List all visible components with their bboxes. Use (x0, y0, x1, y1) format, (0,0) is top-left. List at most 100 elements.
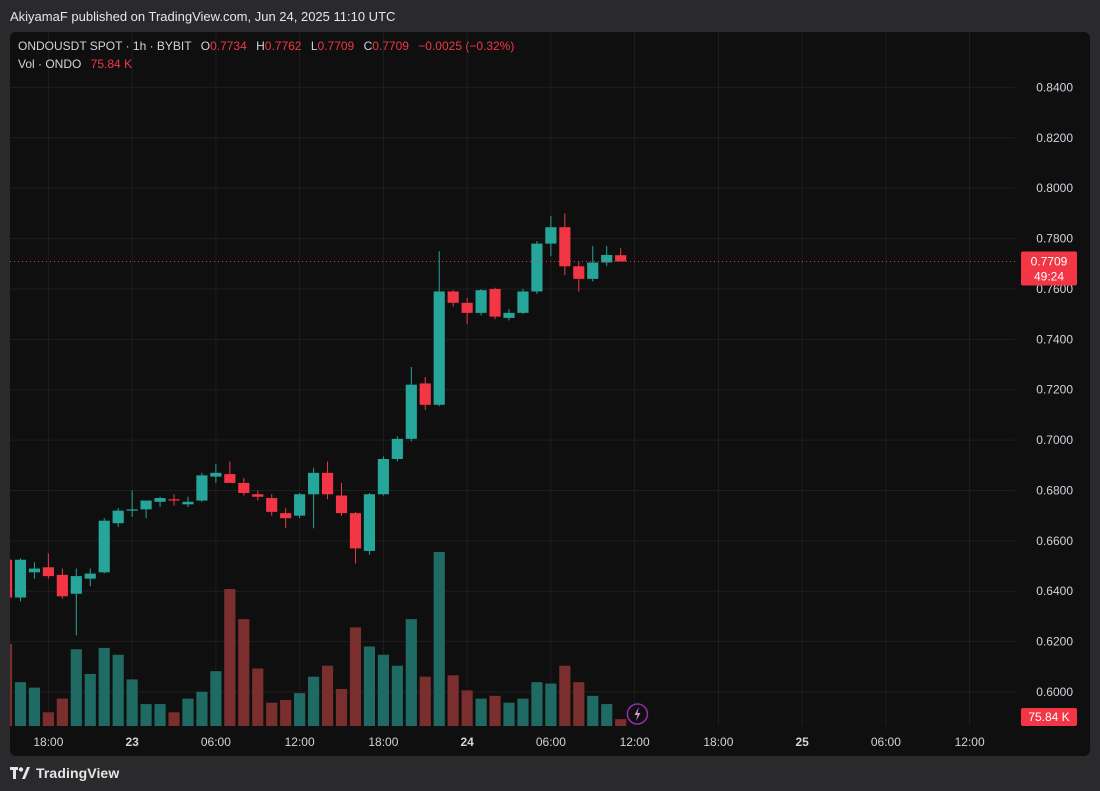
candle-body[interactable] (294, 494, 306, 516)
volume-bar (405, 619, 417, 726)
volume-value: 75.84 K (90, 57, 133, 71)
candle-body[interactable] (140, 500, 152, 510)
volume-bar (475, 698, 487, 726)
footer: TradingView (0, 756, 1100, 791)
y-axis-tick-label: 0.6600 (1036, 534, 1073, 548)
candle-body[interactable] (308, 472, 320, 495)
volume-bar (56, 698, 68, 726)
volume-bar (419, 676, 431, 726)
tradingview-brand: TradingView (36, 765, 120, 781)
candle-body[interactable] (433, 291, 445, 405)
volume-bar (14, 682, 27, 726)
candle-body[interactable] (587, 262, 599, 279)
y-axis-tick-label: 0.7400 (1036, 332, 1073, 346)
candle-body[interactable] (280, 513, 292, 519)
chart-frame[interactable]: 0.8400 0.8200 0.8000 0.7800 0.7600 0.7400 0.72… (10, 32, 1090, 756)
volume-bar (182, 698, 194, 726)
candle-body[interactable] (615, 255, 627, 262)
candle-body[interactable] (14, 559, 27, 598)
x-axis-tick-label: 25 (795, 735, 809, 749)
candle-body[interactable] (391, 438, 403, 459)
x-axis-tick-label: 12:00 (955, 735, 985, 749)
volume-bar (280, 699, 292, 726)
candle-body[interactable] (126, 509, 138, 511)
candle-body[interactable] (573, 266, 585, 279)
volume-bar (196, 691, 208, 726)
lightning-icon-glyph (634, 707, 641, 721)
symbol-label[interactable]: ONDOUSDT SPOT · 1h · BYBIT (18, 39, 192, 53)
candle-body[interactable] (70, 576, 82, 594)
candle-body[interactable] (28, 568, 41, 573)
volume-bar (587, 695, 599, 726)
volume-bar (210, 671, 222, 726)
candle-body[interactable] (182, 501, 194, 505)
volume-label[interactable]: Vol · ONDO (18, 57, 82, 71)
candle-body[interactable] (168, 499, 180, 501)
candle-body[interactable] (154, 498, 166, 502)
legend-volume-row: Vol · ONDO 75.84 K (18, 55, 514, 73)
candle-body[interactable] (210, 472, 222, 477)
candle-body[interactable] (545, 227, 557, 244)
candle-body[interactable] (10, 559, 13, 598)
candle-body[interactable] (112, 510, 124, 524)
tradingview-logo[interactable]: TradingView (10, 765, 119, 781)
candle-body[interactable] (196, 475, 208, 501)
candle-body[interactable] (252, 494, 264, 497)
candle-body[interactable] (447, 291, 459, 303)
candle-body[interactable] (266, 498, 278, 512)
candle-body[interactable] (517, 291, 529, 313)
candle-body[interactable] (42, 567, 54, 577)
current-price-tag-value: 0.7709 (1031, 254, 1068, 268)
candle-body[interactable] (503, 312, 515, 318)
y-axis-tick-label: 0.7000 (1036, 433, 1073, 447)
volume-bar (140, 704, 152, 726)
candle-body[interactable] (489, 288, 501, 317)
candle-body[interactable] (377, 458, 389, 495)
volume-bar (10, 643, 13, 726)
y-axis-tick-label: 0.6000 (1036, 685, 1073, 699)
candle-body[interactable] (335, 495, 348, 514)
volume-bar (545, 683, 557, 726)
y-axis-tick-label: 0.7200 (1036, 383, 1073, 397)
candle-body[interactable] (559, 227, 571, 267)
volume-bar (252, 668, 264, 726)
candle-body[interactable] (56, 574, 68, 597)
volume-bar (573, 682, 585, 726)
x-axis-tick-label: 06:00 (536, 735, 566, 749)
volume-bar (42, 712, 54, 726)
volume-bar (70, 649, 82, 726)
candle-body[interactable] (475, 290, 487, 313)
candle-body[interactable] (405, 384, 417, 439)
volume-tag (1021, 708, 1077, 726)
volume-bar (294, 693, 306, 726)
volume-bar (154, 704, 166, 726)
candle-body[interactable] (84, 573, 96, 579)
candle-body[interactable] (531, 243, 543, 292)
x-axis-tick-label: 12:00 (285, 735, 315, 749)
tradingview-logo-icon (10, 767, 30, 779)
volume-bar (503, 702, 515, 726)
candle-body[interactable] (419, 383, 431, 405)
volume-bar (98, 647, 110, 726)
open-value: 0.7734 (210, 39, 247, 53)
candle-body[interactable] (98, 520, 110, 573)
candle-body[interactable] (601, 254, 613, 263)
volume-bar (615, 719, 627, 726)
volume-bar (321, 665, 334, 726)
y-axis-tick-label: 0.8400 (1036, 80, 1073, 94)
candle-body[interactable] (461, 302, 473, 313)
candle-body[interactable] (321, 472, 334, 495)
candle-body[interactable] (224, 474, 236, 483)
candle-body[interactable] (238, 482, 250, 493)
volume-bar (224, 588, 236, 726)
candlestick-chart[interactable]: 0.84000.82000.80000.78000.76000.74000.72… (10, 32, 1090, 756)
volume-bar (363, 646, 376, 726)
candle-body[interactable] (349, 513, 362, 549)
x-axis-tick-label: 18:00 (703, 735, 733, 749)
change-value: −0.0025 (−0.32%) (418, 39, 515, 53)
x-axis-tick-label: 12:00 (620, 735, 650, 749)
candle-body[interactable] (363, 494, 376, 551)
volume-tag-value: 75.84 K (1028, 710, 1069, 724)
x-axis-tick-label: 24 (460, 735, 474, 749)
y-axis-tick-label: 0.7800 (1036, 232, 1073, 246)
